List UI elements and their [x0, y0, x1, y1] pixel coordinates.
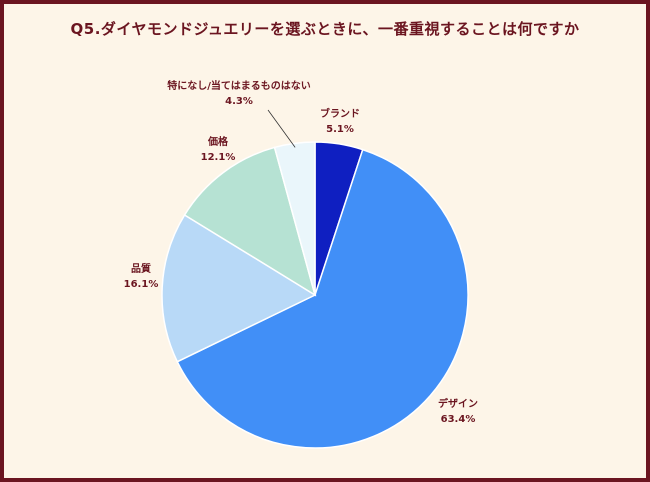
chart-title: Q5.ダイヤモンドジュエリーを選ぶときに、一番重視することは何ですか: [70, 20, 580, 38]
slice-value-5: 4.3%: [225, 96, 253, 107]
slice-label-5: 特になし/当てはまるものはない: [167, 79, 310, 92]
slice-value-4: 12.1%: [201, 152, 236, 163]
leader-line-5: [267, 109, 296, 148]
slice-label-2: デザイン: [438, 397, 478, 410]
slice-labels: ブランド 5.1% デザイン 63.4% 品質 16.1% 価格 12.1% 特になし/当てはま…: [124, 79, 478, 425]
slice-label-4: 価格: [207, 135, 229, 148]
pie-slice-4: [183, 146, 317, 297]
pie-slice-5: [273, 141, 316, 296]
slice-value-1: 5.1%: [326, 124, 354, 135]
pie-slice-3: [161, 213, 317, 363]
leader-lines: [267, 109, 296, 148]
slice-label-1: ブランド: [320, 107, 360, 120]
slice-value-2: 63.4%: [441, 414, 476, 425]
pie-slice-2: [176, 148, 469, 449]
pie-slices: [161, 141, 469, 449]
slice-value-3: 16.1%: [124, 279, 159, 290]
slice-label-3: 品質: [131, 262, 151, 275]
